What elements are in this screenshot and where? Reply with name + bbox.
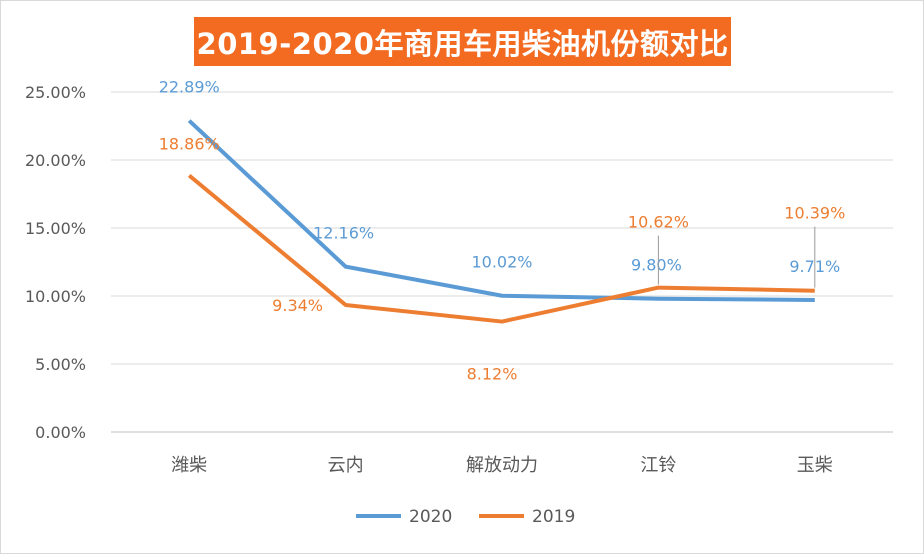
y-tick-label: 0.00% bbox=[35, 423, 86, 442]
data-label: 8.12% bbox=[467, 365, 518, 384]
y-tick-label: 15.00% bbox=[25, 219, 86, 238]
legend-label: 2020 bbox=[409, 507, 452, 527]
data-label: 18.86% bbox=[159, 135, 220, 154]
chart-title: 2019-2020年商用车用柴油机份额对比 bbox=[194, 17, 731, 66]
data-label: 9.34% bbox=[272, 296, 323, 315]
y-tick-label: 5.00% bbox=[35, 355, 86, 374]
data-label: 10.02% bbox=[471, 253, 532, 272]
y-tick-label: 25.00% bbox=[25, 83, 86, 102]
legend-label: 2019 bbox=[532, 507, 575, 527]
data-label: 10.39% bbox=[784, 204, 845, 223]
x-tick-label: 玉柴 bbox=[797, 455, 833, 476]
x-tick-label: 解放动力 bbox=[466, 455, 538, 476]
series-line-2019 bbox=[187, 173, 815, 324]
data-label: 22.89% bbox=[159, 78, 220, 97]
y-tick-label: 10.00% bbox=[25, 287, 86, 306]
series-line-2020 bbox=[187, 119, 815, 302]
data-label: 12.16% bbox=[313, 224, 374, 243]
x-tick-label: 云内 bbox=[328, 455, 364, 476]
data-label: 9.80% bbox=[631, 256, 682, 275]
x-tick-label: 江铃 bbox=[640, 455, 676, 476]
y-tick-label: 20.00% bbox=[25, 151, 86, 170]
x-tick-label: 潍柴 bbox=[171, 455, 207, 476]
data-label: 10.62% bbox=[628, 213, 689, 232]
